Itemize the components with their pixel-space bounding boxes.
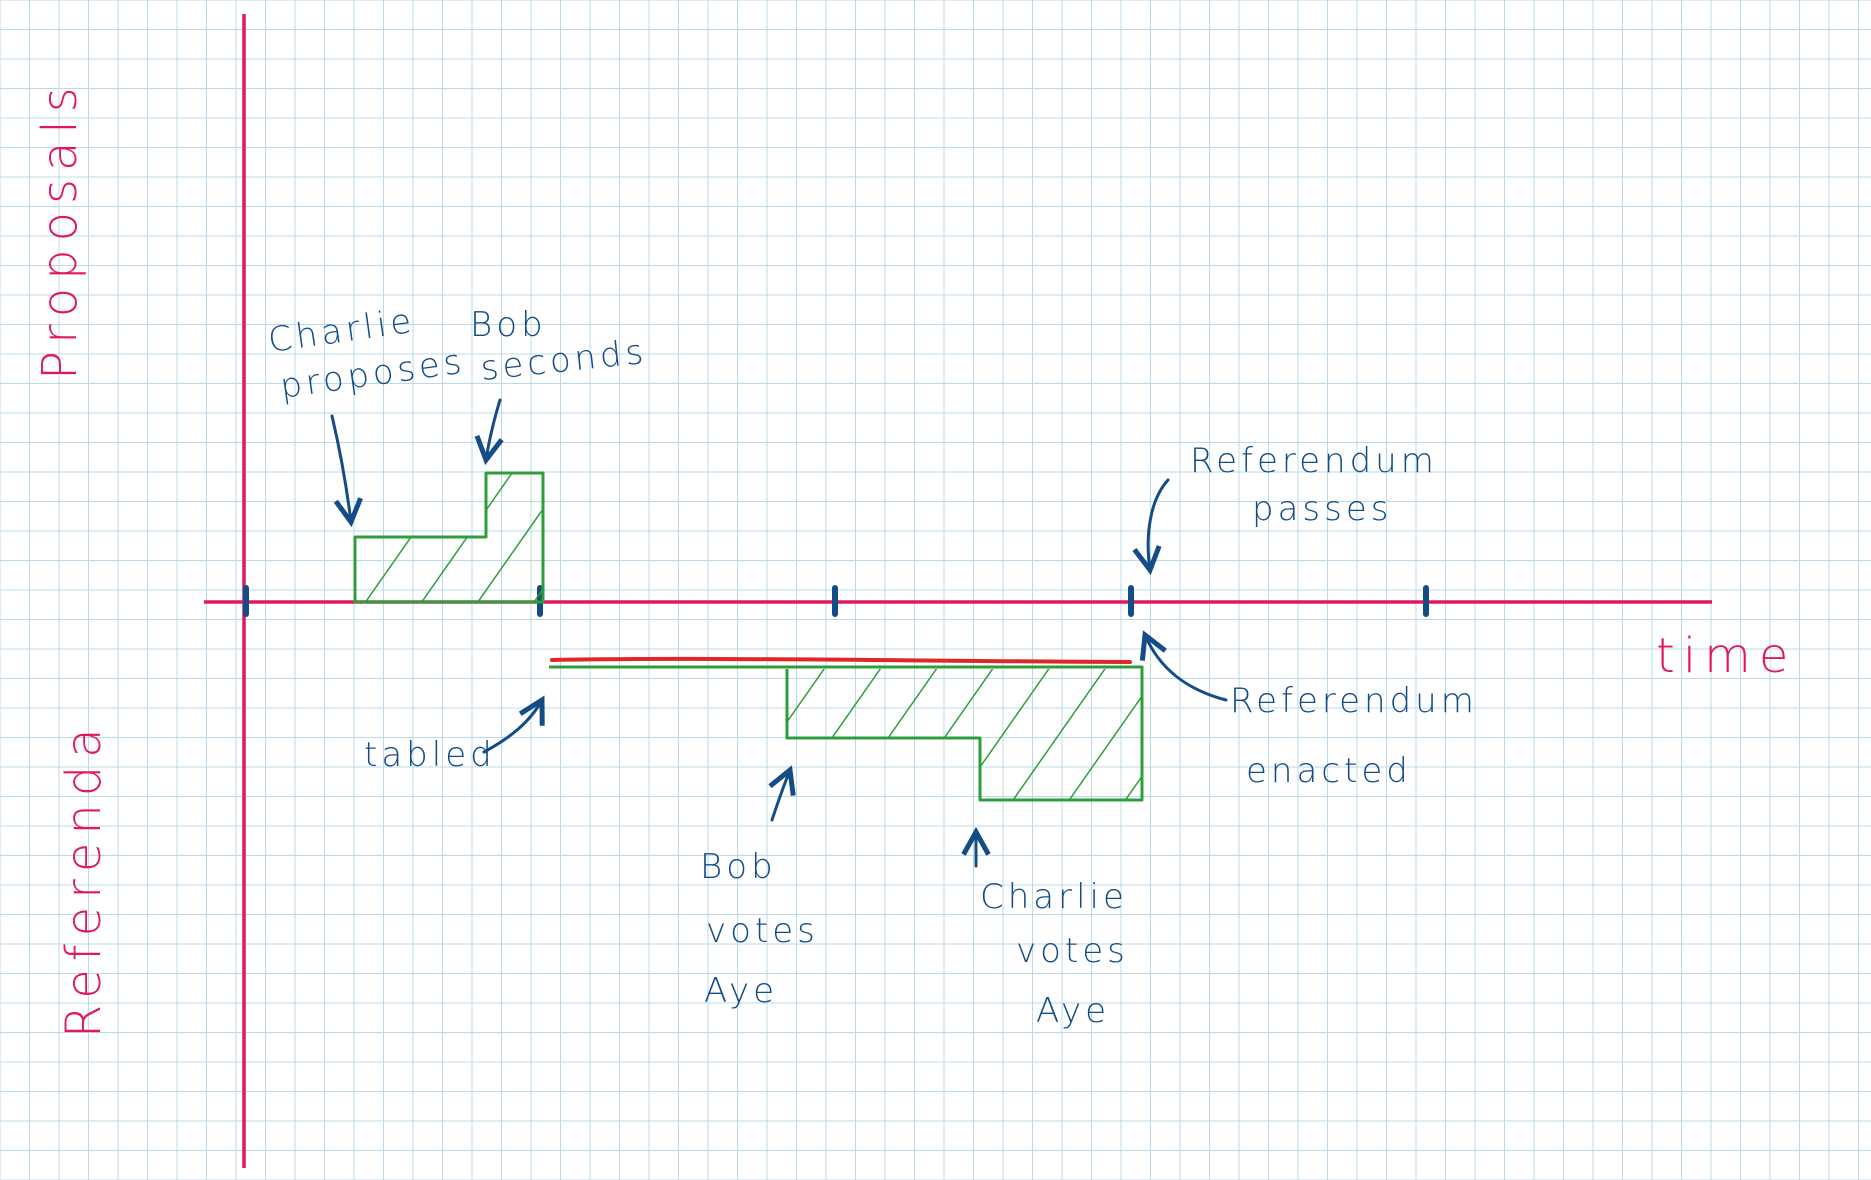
proposal-block <box>353 471 545 604</box>
time-ticks <box>243 585 1429 617</box>
note-bob-votes-2: votes <box>706 911 819 951</box>
arrow-bob-votes <box>772 770 790 822</box>
annotation-arrows <box>330 398 1228 868</box>
arrow-bob-seconds <box>486 398 500 460</box>
note-bob-votes-1: Bob <box>700 847 777 887</box>
note-bob-seconds-1: Bob <box>470 305 547 345</box>
deposit-line <box>550 656 1132 664</box>
y-axis-label-proposals: Proposals <box>32 79 88 380</box>
referendum-votes-hatched <box>787 669 1142 800</box>
note-referendum-enacted-2: enacted <box>1246 751 1412 791</box>
y-axis-label-referenda: Referenda <box>56 720 112 1038</box>
note-bob-votes-3: Aye <box>704 971 778 1011</box>
x-axis-label-time: time <box>1656 628 1796 684</box>
note-charlie-votes-3: Aye <box>1036 991 1110 1031</box>
note-referendum-enacted-1: Referendum <box>1230 681 1478 721</box>
note-charlie-votes-2: votes <box>1016 931 1129 971</box>
arrow-tabled <box>482 700 542 754</box>
arrow-charlie-proposes <box>330 414 351 522</box>
note-referendum-passes-1: Referendum <box>1190 441 1438 481</box>
note-referendum-passes-2: passes <box>1252 489 1392 529</box>
arrow-referendum-enacted <box>1145 635 1228 702</box>
note-tabled: tabled <box>364 735 496 775</box>
arrow-referendum-passes <box>1148 478 1170 570</box>
note-charlie-votes-1: Charlie <box>980 877 1128 917</box>
